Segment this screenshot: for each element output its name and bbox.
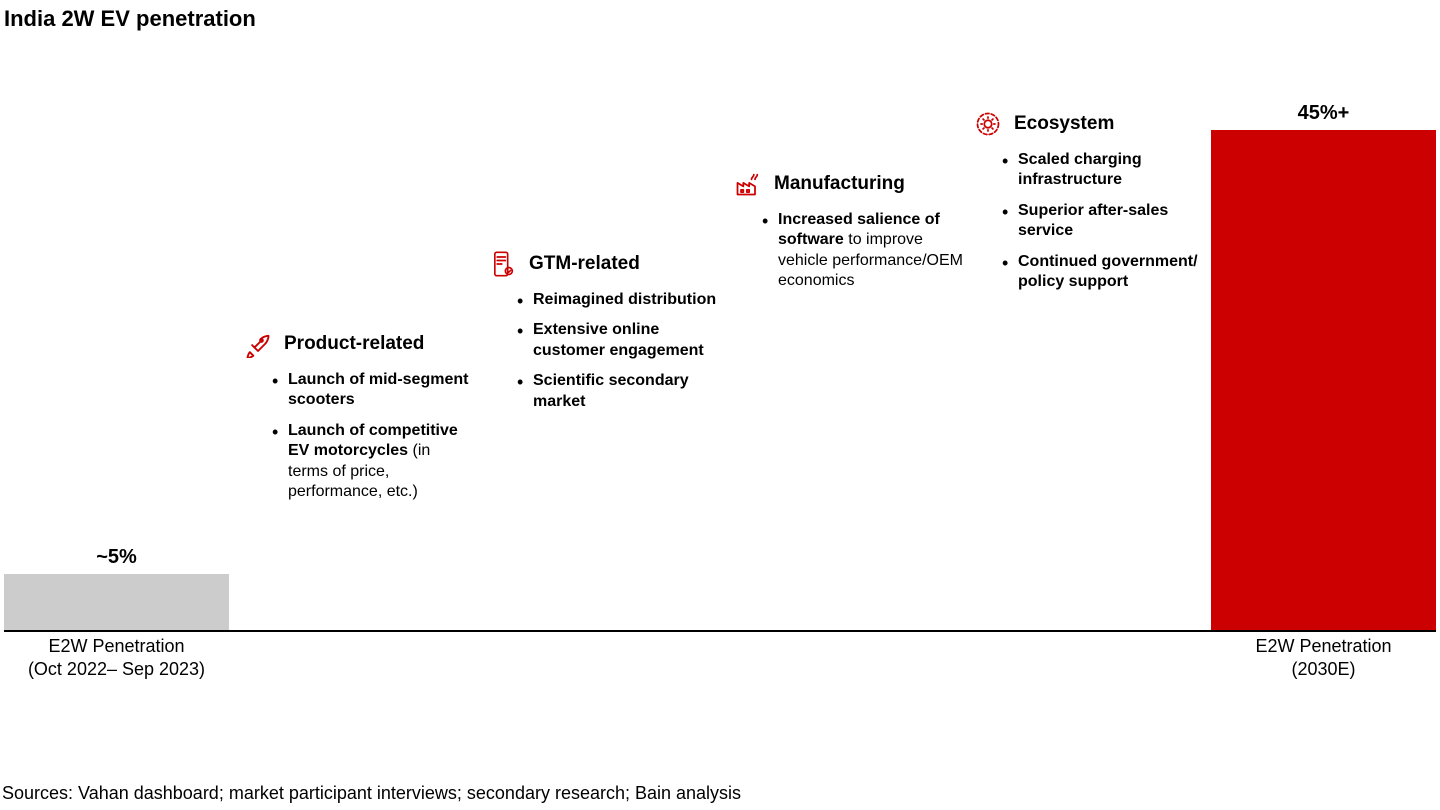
bar-end-axis-label: E2W Penetration (2030E) [1211, 635, 1436, 680]
axis-label-line: E2W Penetration [1211, 635, 1436, 658]
bullet: Launch of competitive EV motorcycles (in… [272, 421, 474, 503]
chart-baseline [4, 630, 1436, 632]
bullet: Increased salience of software to improv… [762, 210, 964, 292]
driver-manufacturing: Manufacturing Increased salience of soft… [734, 170, 964, 302]
driver-bullets: Launch of mid-segment scooters Launch of… [244, 370, 474, 503]
driver-ecosystem: Ecosystem Scaled charging infrastructure… [974, 110, 1204, 303]
driver-bullets: Increased salience of software to improv… [734, 210, 964, 292]
bullet: Launch of mid-segment scooters [272, 370, 474, 411]
chart-title: India 2W EV penetration [4, 6, 256, 32]
bullet: Superior after-sales service [1002, 201, 1204, 242]
driver-gtm: GTM-related Reimagined distribution Exte… [489, 250, 719, 422]
driver-title: Manufacturing [774, 173, 905, 195]
rocket-icon [244, 330, 272, 358]
driver-title: Ecosystem [1014, 113, 1114, 135]
bullet: Reimagined distribution [517, 290, 719, 310]
driver-product: Product-related Launch of mid-segment sc… [244, 330, 474, 513]
bullet: Continued government/ policy support [1002, 252, 1204, 293]
page: India 2W EV penetration ~5% E2W Penetrat… [0, 0, 1440, 810]
bullet: Extensive online customer engagement [517, 320, 719, 361]
bar-start: ~5% [4, 574, 229, 630]
driver-header: Manufacturing [734, 170, 964, 198]
bar-end: 45%+ [1211, 130, 1436, 630]
bullet: Scientific secondary market [517, 371, 719, 412]
sources-note: Sources: Vahan dashboard; market partici… [2, 783, 741, 804]
bar-start-axis-label: E2W Penetration (Oct 2022– Sep 2023) [4, 635, 229, 680]
chart-area: ~5% E2W Penetration (Oct 2022– Sep 2023)… [4, 60, 1436, 680]
bullet: Scaled charging infrastructure [1002, 150, 1204, 191]
gear-icon [974, 110, 1002, 138]
axis-label-line: E2W Penetration [4, 635, 229, 658]
driver-title: GTM-related [529, 253, 640, 275]
driver-title: Product-related [284, 333, 424, 355]
driver-bullets: Scaled charging infrastructure Superior … [974, 150, 1204, 293]
bar-start-value: ~5% [4, 546, 229, 569]
bar-end-value: 45%+ [1211, 102, 1436, 125]
driver-bullets: Reimagined distribution Extensive online… [489, 290, 719, 412]
driver-header: Ecosystem [974, 110, 1204, 138]
device-icon [489, 250, 517, 278]
driver-header: GTM-related [489, 250, 719, 278]
axis-label-line: (2030E) [1211, 658, 1436, 681]
axis-label-line: (Oct 2022– Sep 2023) [4, 658, 229, 681]
factory-icon [734, 170, 762, 198]
driver-header: Product-related [244, 330, 474, 358]
